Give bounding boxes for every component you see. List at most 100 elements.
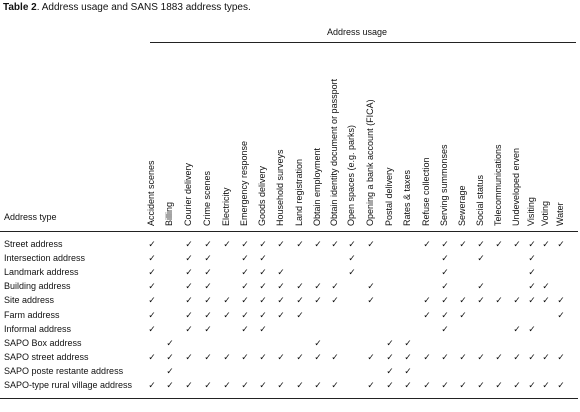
check-cell: ✓ xyxy=(513,239,521,249)
check-cell: ✓ xyxy=(386,337,394,348)
check-cell: ✓ xyxy=(557,309,565,320)
check-cell: ✓ xyxy=(148,351,156,362)
check-cell: ✓ xyxy=(528,323,536,334)
check-cell: ✓ xyxy=(223,351,231,362)
check-cell: ✓ xyxy=(331,295,339,306)
check-cell: ✓ xyxy=(386,351,394,362)
row-label: Landmark address xyxy=(4,267,79,278)
check-cell: ✓ xyxy=(296,309,304,320)
check-cell: ✓ xyxy=(542,380,550,390)
check-cell: ✓ xyxy=(259,323,267,334)
check-cell: ✓ xyxy=(542,281,550,292)
check-cell: ✓ xyxy=(314,281,322,292)
check-cell: ✓ xyxy=(441,267,449,278)
check-cell: ✓ xyxy=(241,309,249,320)
column-header: Open spaces (e.g. parks) xyxy=(346,124,356,226)
check-cell: ✓ xyxy=(185,239,193,249)
check-cell: ✓ xyxy=(404,351,412,362)
check-cell: ✓ xyxy=(367,281,375,292)
check-cell: ✓ xyxy=(441,380,449,390)
check-cell: ✓ xyxy=(204,309,212,320)
column-header: Water xyxy=(555,202,565,226)
check-cell: ✓ xyxy=(348,267,356,278)
check-cell: ✓ xyxy=(241,281,249,292)
check-cell: ✓ xyxy=(495,239,503,249)
check-cell: ✓ xyxy=(459,380,467,390)
check-cell: ✓ xyxy=(259,239,267,249)
check-cell: ✓ xyxy=(241,267,249,278)
check-cell: ✓ xyxy=(259,267,267,278)
check-cell: ✓ xyxy=(296,281,304,292)
column-header: Accident scenes xyxy=(146,160,156,226)
caption: Table 2. Address usage and SANS 1883 add… xyxy=(3,2,251,13)
column-header: Emergency response xyxy=(239,140,249,226)
column-header: Sewerage xyxy=(457,185,467,226)
check-cell: ✓ xyxy=(259,281,267,292)
row-label: Informal address xyxy=(4,323,72,334)
check-cell: ✓ xyxy=(204,380,212,390)
check-cell: ✓ xyxy=(513,295,521,306)
column-header: Refuse collection xyxy=(421,157,431,226)
check-cell: ✓ xyxy=(331,351,339,362)
check-cell: ✓ xyxy=(386,380,394,390)
check-cell: ✓ xyxy=(331,380,339,390)
row-label: Building address xyxy=(4,281,71,292)
row-label: Farm address xyxy=(4,309,60,320)
header-rule xyxy=(0,231,578,232)
check-cell: ✓ xyxy=(386,365,394,376)
row-label: Site address xyxy=(4,295,55,306)
check-cell: ✓ xyxy=(528,239,536,249)
check-cell: ✓ xyxy=(223,295,231,306)
check-cell: ✓ xyxy=(542,295,550,306)
column-header: Postal delivery xyxy=(384,167,394,226)
check-cell: ✓ xyxy=(223,309,231,320)
check-cell: ✓ xyxy=(148,295,156,306)
check-cell: ✓ xyxy=(367,239,375,249)
check-cell: ✓ xyxy=(528,281,536,292)
column-header: Goods delivery xyxy=(257,165,267,226)
check-cell: ✓ xyxy=(277,351,285,362)
check-cell: ✓ xyxy=(367,351,375,362)
check-cell: ✓ xyxy=(441,295,449,306)
check-cell: ✓ xyxy=(277,380,285,390)
check-cell: ✓ xyxy=(542,351,550,362)
check-cell: ✓ xyxy=(185,281,193,292)
check-cell: ✓ xyxy=(367,380,375,390)
check-cell: ✓ xyxy=(166,337,174,348)
check-cell: ✓ xyxy=(331,281,339,292)
column-header: Billing xyxy=(164,201,174,226)
check-cell: ✓ xyxy=(441,239,449,249)
column-header: Obtain identity document or passport xyxy=(329,78,339,226)
bottom-rule xyxy=(0,398,578,399)
check-cell: ✓ xyxy=(423,351,431,362)
check-cell: ✓ xyxy=(204,323,212,334)
check-cell: ✓ xyxy=(495,351,503,362)
check-cell: ✓ xyxy=(441,309,449,320)
check-cell: ✓ xyxy=(557,295,565,306)
check-cell: ✓ xyxy=(459,309,467,320)
check-cell: ✓ xyxy=(423,239,431,249)
check-cell: ✓ xyxy=(185,295,193,306)
check-cell: ✓ xyxy=(241,380,249,390)
check-cell: ✓ xyxy=(185,253,193,264)
check-cell: ✓ xyxy=(204,351,212,362)
check-cell: ✓ xyxy=(259,309,267,320)
check-cell: ✓ xyxy=(223,239,231,249)
check-cell: ✓ xyxy=(185,380,193,390)
check-cell: ✓ xyxy=(148,281,156,292)
check-cell: ✓ xyxy=(204,253,212,264)
check-cell: ✓ xyxy=(277,281,285,292)
column-header: Crime scenes xyxy=(202,170,212,226)
check-cell: ✓ xyxy=(495,295,503,306)
check-cell: ✓ xyxy=(166,380,174,390)
check-cell: ✓ xyxy=(528,267,536,278)
check-cell: ✓ xyxy=(277,239,285,249)
check-cell: ✓ xyxy=(148,309,156,320)
check-cell: ✓ xyxy=(348,239,356,249)
check-cell: ✓ xyxy=(477,281,485,292)
column-header: Obtain employment xyxy=(312,147,322,226)
caption-label: Table 2 xyxy=(3,2,37,13)
column-header: Visiting xyxy=(526,197,536,226)
check-cell: ✓ xyxy=(259,295,267,306)
